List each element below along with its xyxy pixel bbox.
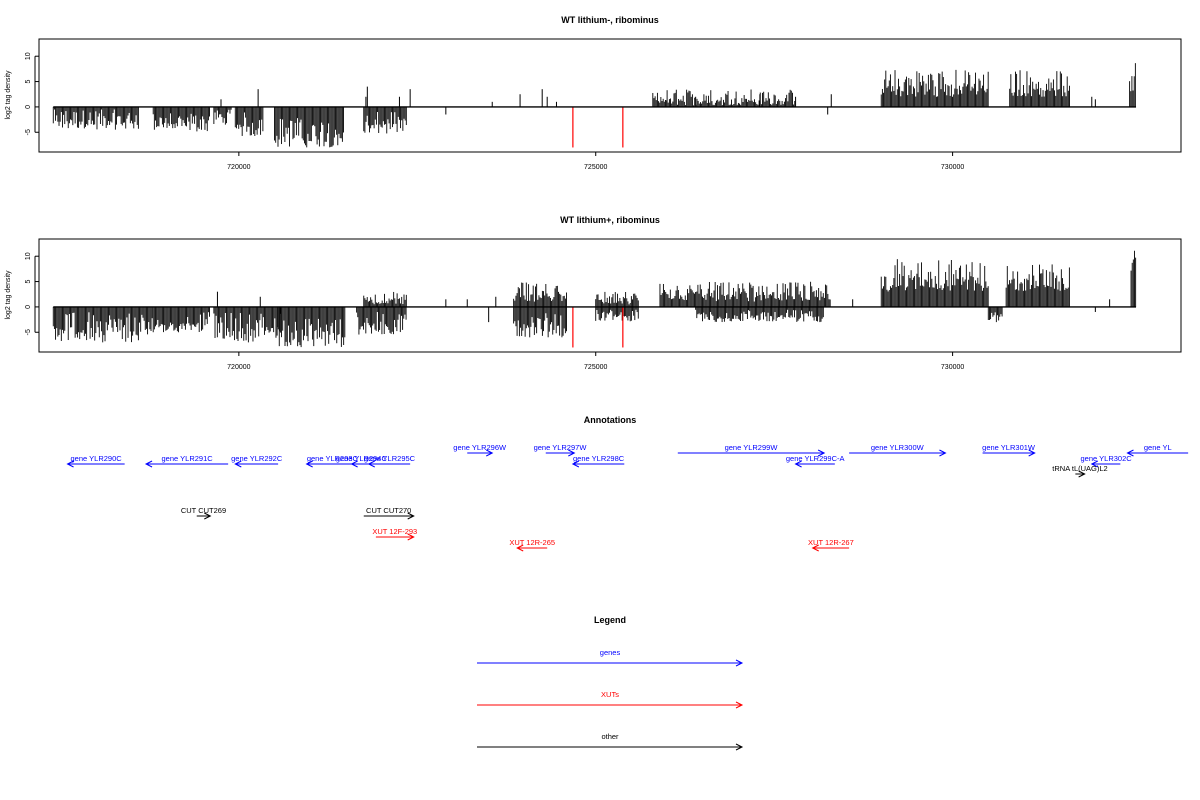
feature-arrow-gene (849, 449, 947, 457)
feature-label: gene YLR291C (162, 454, 214, 463)
feature-label: gene YLR298C (573, 454, 625, 463)
feature-arrow-gene (305, 460, 359, 468)
panel1-y-axis-label: log2 tag density (5, 70, 12, 120)
panel1-x-tick-label: 730000 (941, 164, 964, 171)
feature-arrow-gene (234, 460, 279, 468)
legend-title: Legend (594, 615, 626, 625)
panel1-y-tick-label: 5 (25, 80, 32, 84)
panel2-y-tick-label: 0 (25, 305, 32, 309)
feature-arrow-gene (66, 460, 125, 468)
feature-arrow-gene (571, 460, 625, 468)
feature-arrow-gene (467, 449, 494, 457)
feature-arrow-gene (1090, 460, 1121, 468)
feature-label: CUT CUT269 (181, 506, 226, 515)
feature-label: CUT CUT270 (366, 506, 411, 515)
feature-label: gene YLR293C (307, 454, 359, 463)
feature-label: gene YLR295C (364, 454, 416, 463)
panel-wt-lithium-minus: WT lithium-, ribominus log2 tag density … (5, 15, 1182, 171)
feature-arrow-gene (982, 449, 1036, 457)
legend-entries: genes XUTs other (477, 648, 744, 751)
feature-arrow-gene (677, 449, 826, 457)
feature-arrow-other (363, 512, 415, 520)
panel2-x-tick-label: 730000 (941, 364, 964, 371)
panel2-density-bars (52, 250, 1137, 348)
legend-arrow-xut (477, 701, 744, 709)
feature-label: tRNA tL(UAG)L2 (1052, 464, 1107, 473)
feature-arrow-xut (516, 544, 548, 552)
panel1-y-tick-label: 0 (25, 105, 32, 109)
legend-label: other (601, 732, 619, 741)
legend-arrow-other (477, 743, 744, 751)
panel2-x-tick-label: 720000 (227, 364, 250, 371)
panel1-x-tick-label: 725000 (584, 164, 607, 171)
panel2-x-axis: 720000 725000 730000 (227, 352, 964, 371)
annotations-title: Annotations (584, 415, 637, 425)
feature-label: gene YL (1144, 443, 1172, 452)
annotations-panel: Annotations gene YLR290C gene YLR291C gene… (66, 415, 1189, 552)
feature-arrow-other (1075, 470, 1086, 478)
legend-panel: Legend genes XUTs other (477, 615, 744, 751)
feature-label: gene YLR296W (453, 443, 507, 452)
panel1-y-tick-label: -5 (25, 129, 32, 135)
feature-label: XUT 12R-267 (808, 538, 854, 547)
panel1-x-axis: 720000 725000 730000 (227, 152, 964, 171)
feature-arrow-gene (794, 460, 835, 468)
feature-label: gene YLR292C (231, 454, 283, 463)
panel2-y-axis: -5 0 5 10 (25, 252, 39, 335)
panel1-x-tick-label: 720000 (227, 164, 250, 171)
panel2-title: WT lithium+, ribominus (560, 215, 660, 225)
feature-label: gene YLR294C (336, 454, 388, 463)
feature-arrow-gene (367, 460, 411, 468)
feature-arrow-gene (144, 460, 229, 468)
panel-wt-lithium-plus: WT lithium+, ribominus log2 tag density … (5, 215, 1182, 371)
feature-label: gene YLR299C-A (786, 454, 845, 463)
feature-label: XUT 12F-293 (372, 527, 417, 536)
legend-label: XUTs (601, 690, 619, 699)
panel2-y-tick-label: -5 (25, 329, 32, 335)
panel2-plot-frame (38, 238, 1182, 353)
panel2-x-tick-label: 725000 (584, 364, 607, 371)
panel1-density-bars (52, 63, 1136, 148)
panel2-y-tick-label: 10 (25, 252, 32, 260)
feature-label: gene YLR302C (1081, 454, 1133, 463)
feature-label: gene YLR297W (534, 443, 588, 452)
feature-arrow-gene (1126, 449, 1189, 457)
feature-arrow-xut (811, 544, 850, 552)
panel2-y-axis-label: log2 tag density (5, 270, 12, 320)
panel2-red-markers (572, 306, 624, 348)
feature-arrow-xut (375, 533, 415, 541)
panel2-y-tick-label: 5 (25, 280, 32, 284)
feature-label: gene YLR300W (871, 443, 925, 452)
feature-label: XUT 12R-265 (509, 538, 555, 547)
feature-label: gene YLR290C (71, 454, 123, 463)
legend-arrow-gene (477, 659, 744, 667)
annotation-features: gene YLR290C gene YLR291C gene YLR292C gene… (66, 443, 1189, 552)
panel1-title: WT lithium-, ribominus (561, 15, 659, 25)
feature-arrow-other (196, 512, 212, 520)
feature-arrow-gene (545, 449, 576, 457)
panel1-red-markers (572, 106, 624, 148)
panel1-plot-frame (38, 38, 1182, 153)
feature-label: gene YLR301W (982, 443, 1036, 452)
feature-label: gene YLR299W (725, 443, 779, 452)
panel1-y-axis: -5 0 5 10 (25, 52, 39, 135)
panel1-y-tick-label: 10 (25, 52, 32, 60)
legend-label: genes (600, 648, 621, 657)
